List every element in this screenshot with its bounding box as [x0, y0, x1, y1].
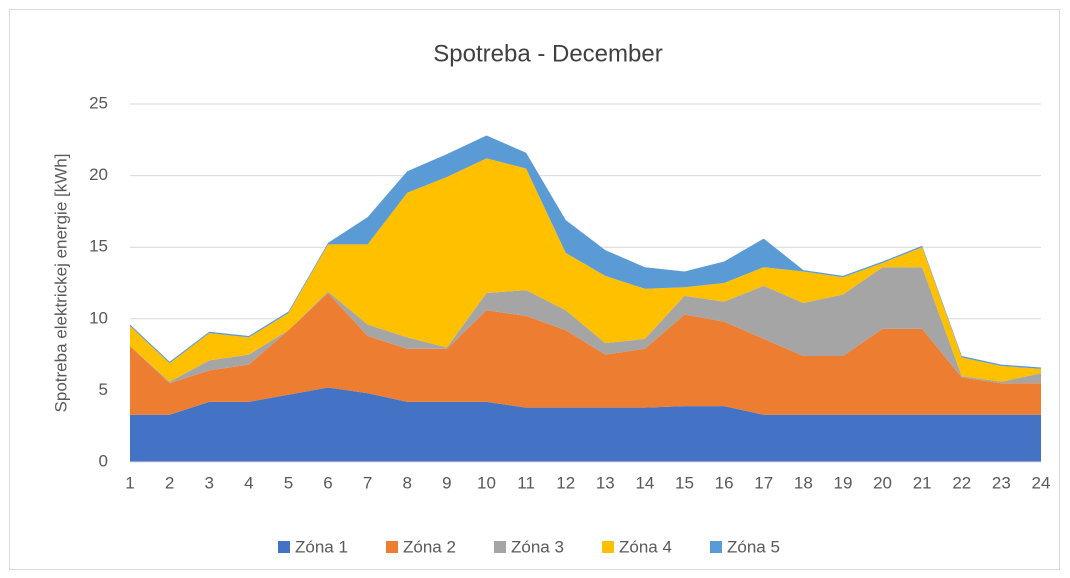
x-tick-label: 13 — [596, 473, 615, 492]
x-tick-label: 15 — [675, 473, 694, 492]
area — [130, 267, 1041, 384]
legend-swatch — [710, 541, 722, 553]
x-tick-label: 18 — [794, 473, 813, 492]
legend-swatch — [494, 541, 506, 553]
x-tick-label: 23 — [992, 473, 1011, 492]
legend-label: Zóna 5 — [727, 537, 780, 556]
x-tick-label: 24 — [1032, 473, 1051, 492]
legend-swatch — [602, 541, 614, 553]
y-tick-label: 25 — [89, 93, 108, 112]
x-tick-label: 16 — [715, 473, 734, 492]
y-tick-label: 20 — [89, 165, 108, 184]
x-tick-label: 14 — [635, 473, 654, 492]
x-tick-label: 19 — [833, 473, 852, 492]
y-tick-label: 15 — [89, 237, 108, 256]
legend-label: Zóna 3 — [511, 537, 564, 556]
area — [130, 293, 1041, 415]
chart-title: Spotreba - December — [433, 40, 662, 67]
area — [130, 135, 1041, 369]
x-tick-label: 6 — [323, 473, 332, 492]
x-tick-label: 22 — [952, 473, 971, 492]
legend-swatch — [386, 541, 398, 553]
legend-swatch — [278, 541, 290, 553]
x-tick-label: 7 — [363, 473, 372, 492]
legend-label: Zóna 2 — [403, 537, 456, 556]
y-tick-label: 0 — [99, 451, 108, 470]
x-tick-label: 12 — [556, 473, 575, 492]
x-tick-label: 9 — [442, 473, 451, 492]
x-tick-label: 21 — [913, 473, 932, 492]
x-tick-label: 4 — [244, 473, 253, 492]
area — [130, 158, 1041, 382]
x-tick-label: 2 — [165, 473, 174, 492]
y-axis-label: Spotreba elektrickej energie [kWh] — [51, 154, 70, 413]
legend-label: Zóna 4 — [619, 537, 672, 556]
x-tick-label: 20 — [873, 473, 892, 492]
x-tick-label: 10 — [477, 473, 496, 492]
y-tick-label: 5 — [99, 380, 108, 399]
area — [130, 387, 1041, 462]
x-tick-label: 8 — [403, 473, 412, 492]
x-tick-label: 3 — [204, 473, 213, 492]
y-tick-label: 10 — [89, 308, 108, 327]
x-tick-label: 5 — [284, 473, 293, 492]
legend-label: Zóna 1 — [295, 537, 348, 556]
x-tick-label: 11 — [517, 473, 535, 492]
x-tick-label: 1 — [125, 473, 134, 492]
x-tick-label: 17 — [754, 473, 773, 492]
